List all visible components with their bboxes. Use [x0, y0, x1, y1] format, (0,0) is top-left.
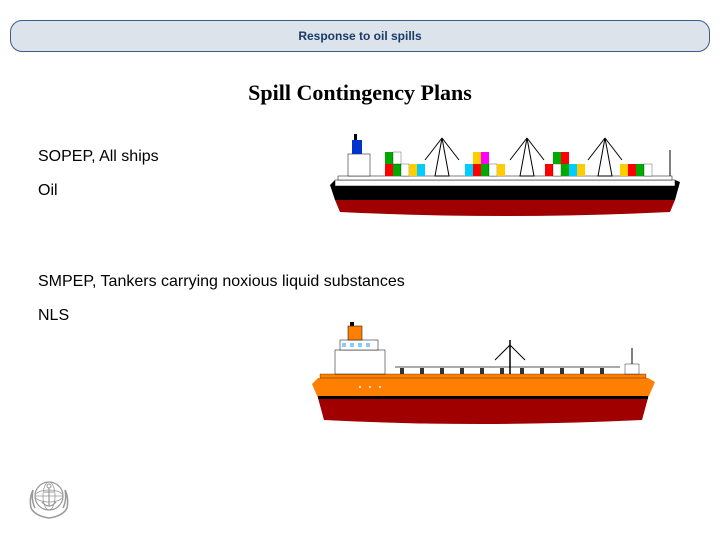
section2-title: SMPEP, Tankers carrying noxious liquid s… — [38, 273, 405, 291]
header-banner: Response to oil spills — [10, 20, 710, 52]
container-ship-icon — [330, 130, 680, 220]
section1-title: SOPEP, All ships — [38, 148, 159, 166]
slide-title: Spill Contingency Plans — [0, 80, 720, 106]
section2-subtitle: NLS — [38, 307, 69, 325]
tanker-ship-icon — [310, 320, 655, 430]
header-text: Response to oil spills — [298, 29, 421, 43]
imo-logo-icon — [25, 474, 73, 522]
section1-subtitle: Oil — [38, 182, 58, 200]
